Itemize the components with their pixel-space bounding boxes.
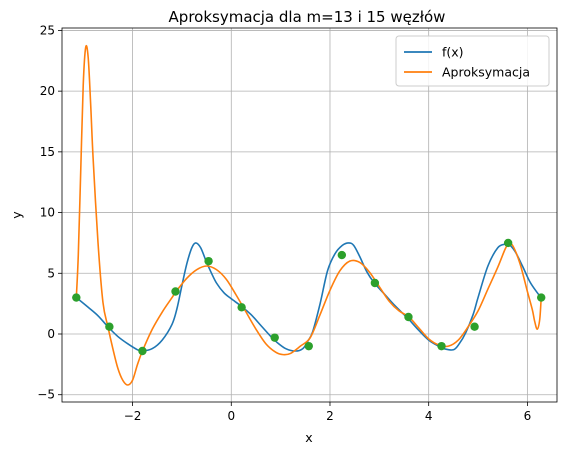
x-tick-label: 0 [227, 409, 235, 423]
legend: f(x) Aproksymacja [395, 35, 550, 87]
grid [62, 28, 557, 402]
y-tick-label: 10 [40, 206, 55, 220]
legend-label-f: f(x) [442, 45, 464, 60]
node-point [204, 256, 213, 266]
y-axis-label: y [9, 211, 24, 219]
node-point [171, 287, 180, 296]
x-tick-label: 2 [326, 409, 334, 423]
ticks: −2 0 2 4 6 −5 0 5 10 15 20 25 [37, 23, 531, 423]
node-point [437, 341, 446, 351]
chart-title: Aproksymacja dla m=13 i 15 węzłów [169, 8, 446, 26]
node-point [72, 293, 81, 302]
y-tick-label: 0 [47, 327, 55, 341]
node-point [503, 238, 513, 248]
y-tick-label: 20 [40, 84, 55, 98]
node-point [237, 303, 246, 312]
y-tick-label: 25 [40, 23, 55, 37]
node-point [470, 322, 479, 331]
nodes-layer [72, 238, 546, 356]
x-tick-label: 6 [524, 409, 532, 423]
legend-box [395, 35, 550, 87]
y-tick-label: 5 [47, 266, 55, 280]
y-tick-label: −5 [37, 388, 55, 402]
node-point [404, 312, 413, 322]
legend-label-aproksymacja: Aproksymacja [442, 65, 530, 80]
node-point [337, 250, 347, 260]
y-tick-label: 15 [40, 145, 55, 159]
plot-frame [61, 27, 558, 403]
x-tick-label: −2 [124, 409, 142, 423]
x-tick-label: 4 [425, 409, 433, 423]
x-axis-label: x [305, 430, 312, 445]
node-point [105, 322, 114, 331]
node-point [270, 333, 279, 342]
node-point [537, 293, 546, 302]
node-point [304, 341, 313, 351]
node-point [138, 346, 147, 356]
node-point [370, 278, 380, 288]
